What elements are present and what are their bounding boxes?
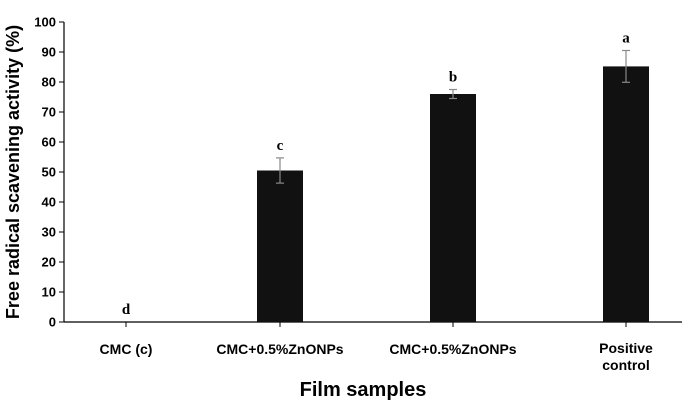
- y-tick-label: 50: [42, 165, 56, 180]
- y-tick-label: 60: [42, 135, 56, 150]
- axes: [63, 22, 682, 327]
- bar: [603, 66, 649, 323]
- y-tick-label: 20: [42, 255, 56, 270]
- error-bar: [622, 49, 630, 83]
- y-tick-label: 100: [34, 15, 56, 30]
- bars: d c b a: [122, 31, 649, 323]
- bar: [257, 170, 303, 322]
- y-tick-label: 0: [49, 315, 56, 330]
- y-tick-label: 80: [42, 75, 56, 90]
- category-label: Positive control: [599, 340, 653, 373]
- y-tick-label: 70: [42, 105, 56, 120]
- significance-letter: d: [122, 302, 131, 318]
- bar: [430, 94, 476, 322]
- category-label: CMC (c): [100, 341, 153, 357]
- significance-letter: a: [622, 31, 630, 47]
- y-tick-label: 30: [42, 225, 56, 240]
- x-axis-title: Film samples: [300, 379, 427, 401]
- category-label: CMC+0.5%ZnONPs: [216, 341, 343, 357]
- y-tick-label: 40: [42, 195, 56, 210]
- significance-letter: c: [277, 138, 284, 154]
- y-tick-label: 90: [42, 45, 56, 60]
- y-axis-ticks: 0 10 20 30 40 50 60 70 80 90 100: [34, 15, 64, 330]
- category-labels: CMC (c) CMC+0.5%ZnONPs CMC+0.5%ZnONPs Posit…: [100, 340, 653, 373]
- error-bar: [276, 157, 284, 184]
- y-tick-label: 10: [42, 285, 56, 300]
- significance-letter: b: [449, 70, 457, 86]
- error-bar: [449, 88, 457, 100]
- y-axis-title: Free radical scavening activity (%): [3, 25, 23, 319]
- category-label: CMC+0.5%ZnONPs: [389, 341, 516, 357]
